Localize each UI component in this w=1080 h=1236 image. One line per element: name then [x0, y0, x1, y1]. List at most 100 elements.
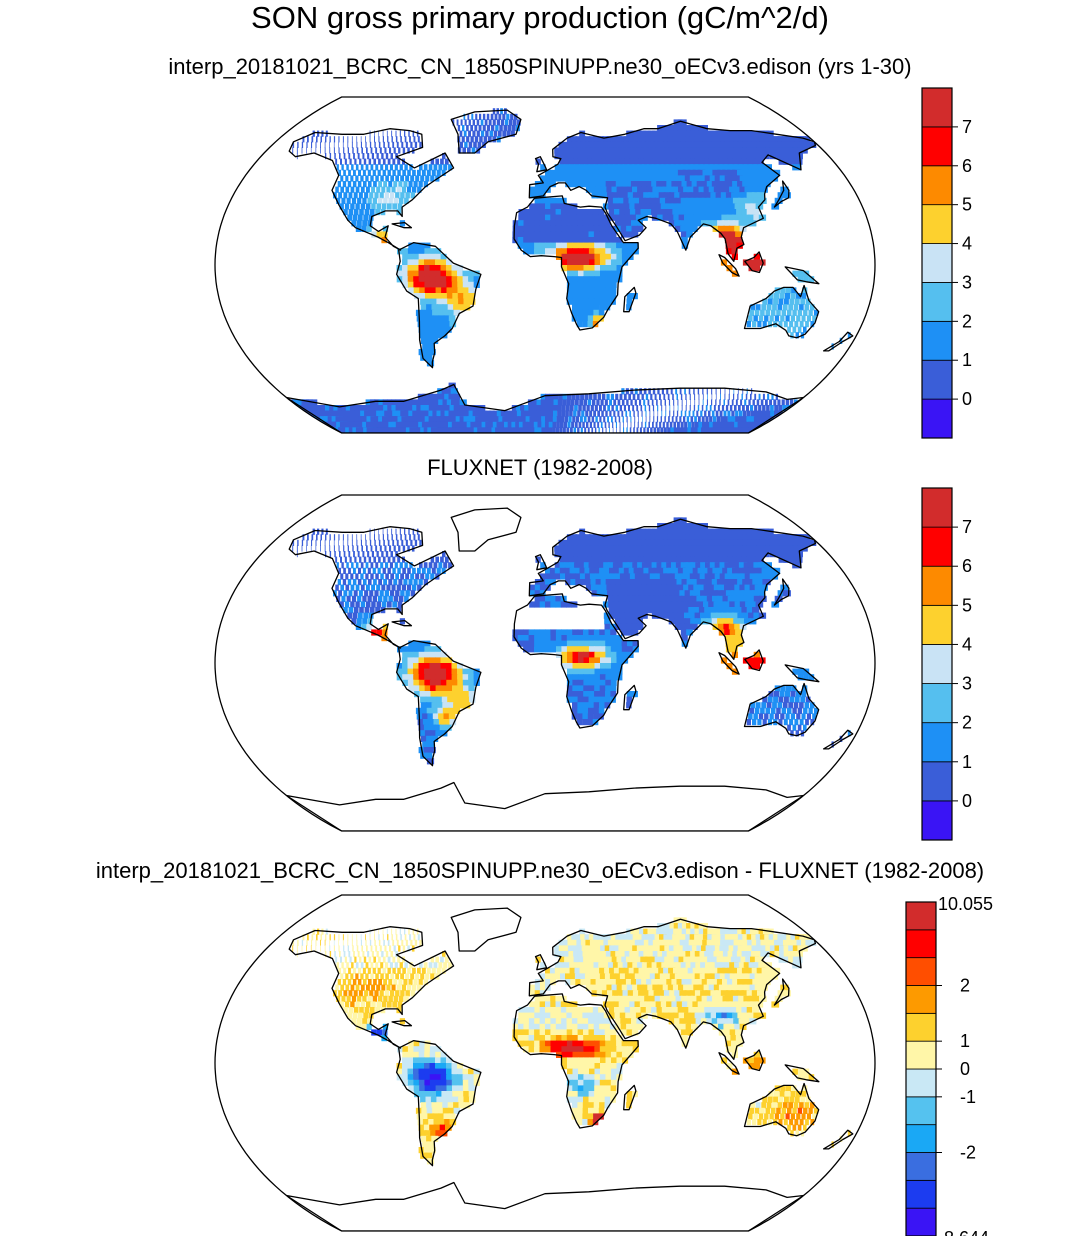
grid-cell — [528, 231, 535, 238]
grid-cell — [594, 169, 601, 176]
grid-cell — [619, 393, 623, 400]
grid-cell — [382, 956, 386, 963]
grid-cell — [668, 528, 678, 535]
grid-cell — [762, 579, 771, 586]
grid-cell — [637, 962, 644, 969]
grid-cell — [395, 192, 400, 199]
grid-cell — [724, 231, 731, 238]
grid-cell — [645, 534, 654, 541]
grid-cell — [504, 119, 509, 126]
grid-cell — [384, 590, 389, 597]
grid-cell — [751, 951, 761, 958]
grid-cell — [365, 573, 369, 580]
grid-cell — [584, 393, 589, 400]
grid-cell — [430, 956, 435, 963]
grid-cell — [692, 169, 701, 176]
grid-cell — [656, 416, 659, 423]
grid-cell — [441, 691, 448, 698]
grid-cell — [577, 427, 580, 433]
grid-cell — [604, 231, 611, 238]
grid-cell — [677, 130, 686, 137]
grid-cell — [650, 147, 658, 154]
grid-cell — [694, 973, 703, 980]
grid-cell — [377, 169, 381, 176]
grid-cell — [707, 393, 708, 400]
grid-cell — [755, 421, 762, 428]
grid-cell — [579, 973, 586, 980]
grid-cell — [414, 141, 418, 148]
grid-cell — [599, 276, 606, 283]
grid-cell — [620, 623, 628, 630]
grid-cell — [628, 169, 636, 176]
grid-cell — [630, 928, 638, 935]
grid-cell — [528, 405, 534, 412]
grid-cell — [748, 197, 757, 204]
grid-cell — [746, 388, 748, 395]
grid-cell — [336, 962, 339, 969]
grid-cell — [685, 153, 694, 160]
grid-cell — [343, 945, 345, 952]
grid-cell — [539, 995, 546, 1002]
grid-cell — [637, 934, 645, 941]
grid-cell — [673, 545, 682, 552]
grid-cell — [424, 640, 431, 647]
grid-cell — [362, 618, 368, 625]
grid-cell — [707, 169, 716, 176]
grid-cell — [431, 702, 439, 709]
grid-cell — [539, 990, 546, 997]
grid-cell — [697, 567, 706, 574]
grid-cell — [794, 696, 800, 703]
grid-cell — [493, 130, 498, 137]
grid-cell — [717, 220, 724, 227]
grid-cell — [686, 181, 694, 188]
grid-cell — [698, 399, 700, 406]
grid-cell — [674, 573, 683, 580]
grid-cell — [476, 130, 480, 137]
grid-cell — [812, 713, 817, 720]
grid-cell — [765, 707, 771, 714]
grid-cell — [716, 956, 725, 963]
grid-cell — [737, 567, 746, 574]
grid-cell — [607, 405, 610, 412]
grid-cell — [320, 945, 321, 952]
grid-cell — [413, 979, 418, 986]
grid-cell — [488, 136, 492, 143]
grid-cell — [644, 197, 651, 204]
grid-cell — [702, 393, 704, 400]
grid-cell — [534, 237, 541, 244]
grid-cell — [371, 1001, 376, 1008]
grid-cell — [650, 545, 658, 552]
grid-cell — [366, 545, 368, 552]
grid-cell — [584, 534, 591, 541]
colorbar-box — [921, 800, 953, 841]
grid-cell — [576, 719, 583, 726]
grid-cell — [701, 595, 709, 602]
grid-cell — [743, 595, 751, 602]
grid-cell — [338, 545, 340, 552]
grid-cell — [601, 584, 608, 591]
grid-cell — [548, 421, 553, 428]
grid-cell — [510, 416, 516, 423]
grid-cell — [784, 691, 790, 698]
grid-cell — [529, 601, 535, 608]
grid-cell — [566, 635, 573, 642]
grid-cell — [425, 399, 434, 406]
grid-cell — [471, 147, 476, 154]
grid-cell — [340, 984, 344, 991]
grid-cell — [594, 567, 601, 574]
grid-cell — [630, 579, 638, 586]
grid-cell — [639, 1001, 647, 1008]
grid-cell — [582, 551, 589, 558]
grid-cell — [539, 209, 546, 216]
grid-cell — [414, 691, 421, 698]
grid-cell — [413, 136, 416, 143]
grid-cell — [419, 287, 426, 294]
grid-cell — [680, 623, 687, 630]
grid-cell — [753, 713, 758, 720]
grid-cell — [763, 562, 772, 569]
grid-cell — [589, 663, 596, 670]
grid-cell — [391, 130, 393, 137]
grid-cell — [365, 539, 367, 546]
grid-cell — [627, 590, 635, 597]
grid-cell — [405, 141, 408, 148]
